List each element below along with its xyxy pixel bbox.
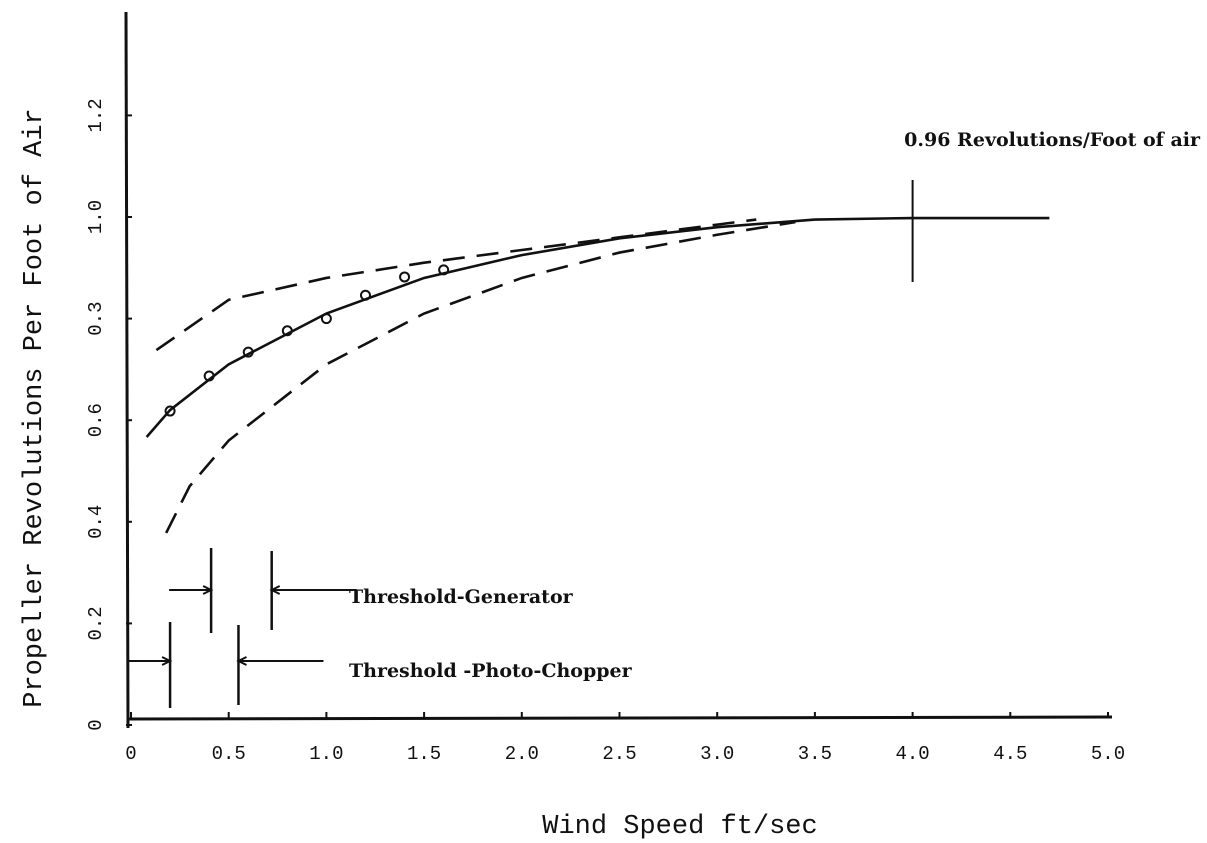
annotation: Threshold-Generator <box>349 586 574 608</box>
x-tick-label: 1.0 <box>309 743 343 765</box>
x-tick-label: 5.0 <box>1091 743 1125 765</box>
y-tick-label: 0 <box>85 719 107 730</box>
threshold-arrow <box>128 656 173 666</box>
data-point <box>438 264 450 276</box>
curve <box>145 216 1050 438</box>
x-tick-label: 2.5 <box>602 743 636 765</box>
threshold-arrow <box>169 585 214 595</box>
threshold-arrow <box>269 585 357 595</box>
data-point <box>203 370 215 382</box>
y-tick-label: 0.3 <box>85 301 107 335</box>
x-tick-label: 4.5 <box>993 743 1027 765</box>
y-axis <box>124 11 130 729</box>
data-point <box>164 405 176 417</box>
curve <box>155 218 757 352</box>
x-tick-label: 2.0 <box>505 743 539 765</box>
y-tick-label: 1.2 <box>85 98 107 132</box>
annotation: 0.96 Revolutions/Foot of air <box>904 129 1201 151</box>
curve <box>165 220 796 534</box>
data-point <box>281 325 293 337</box>
y-tick-label: 0.6 <box>85 403 107 437</box>
data-point <box>242 346 254 358</box>
y-tick-label: 0.2 <box>85 606 107 640</box>
threshold-arrow <box>236 656 324 666</box>
x-tick-label: 0 <box>125 743 136 765</box>
data-point <box>320 313 332 325</box>
y-axis-label: Propeller Revolutions Per Foot of Air <box>20 108 50 708</box>
x-tick-label: 0.5 <box>212 743 246 765</box>
y-tick-label: 0.4 <box>85 505 107 539</box>
x-tick-label: 1.5 <box>407 743 441 765</box>
annotation: Threshold -Photo-Chopper <box>349 660 633 682</box>
x-axis-label: Wind Speed ft/sec <box>542 812 817 842</box>
x-tick-label: 3.5 <box>798 743 832 765</box>
data-point <box>359 289 371 301</box>
x-tick-label: 3.0 <box>700 743 734 765</box>
data-point <box>399 271 411 283</box>
x-tick-label: 4.0 <box>895 743 929 765</box>
y-tick-label: 1.0 <box>85 200 107 234</box>
